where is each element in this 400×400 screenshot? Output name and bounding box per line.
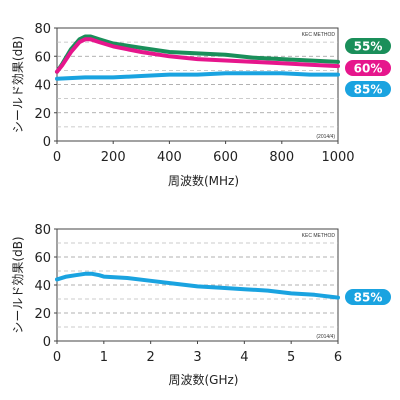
legend-badge-85pct bbox=[345, 289, 391, 305]
x-tick-label: 600 bbox=[213, 150, 238, 165]
y-tick-label: 80 bbox=[34, 223, 51, 238]
y-tick-label: 80 bbox=[34, 22, 51, 37]
y-tick-label: 20 bbox=[34, 307, 51, 322]
y-axis-label: シールド効果(dB) bbox=[10, 36, 25, 133]
y-axis-label: シールド効果(dB) bbox=[10, 236, 25, 333]
legend-badge-label: 60% bbox=[354, 62, 383, 76]
legend-badge-60pct bbox=[345, 60, 391, 76]
series-line-85pct bbox=[55, 271, 340, 300]
x-axis-label: 周波数(GHz) bbox=[169, 372, 239, 387]
y-tick-label: 20 bbox=[34, 107, 51, 122]
y-tick-label: 0 bbox=[43, 135, 51, 150]
x-tick-label: 1 bbox=[100, 350, 108, 365]
series-line-60pct bbox=[55, 37, 340, 74]
date-label: (2014/4) bbox=[316, 134, 335, 140]
y-tick-label: 40 bbox=[34, 279, 51, 294]
x-tick-label: 4 bbox=[240, 350, 248, 365]
x-tick-label: 5 bbox=[287, 350, 295, 365]
legend-badge-label: 55% bbox=[354, 40, 383, 54]
x-tick-label: 2 bbox=[147, 350, 155, 365]
x-tick-label: 400 bbox=[157, 150, 182, 165]
legend-badge-55pct bbox=[345, 38, 391, 54]
legend-badge-85pct bbox=[345, 81, 391, 97]
y-tick-label: 60 bbox=[34, 50, 51, 65]
chart-2: 0 20 40 60 80 0 1 2 3 4 5 6 周波数(GHz) シールド効果(dB) KEC ME… bbox=[10, 223, 391, 387]
x-tick-label: 200 bbox=[101, 150, 126, 165]
x-axis-label: 周波数(MHz) bbox=[168, 173, 239, 188]
x-tick-label: 3 bbox=[193, 350, 201, 365]
x-tick-label: 800 bbox=[269, 150, 294, 165]
x-tick-label: 0 bbox=[53, 350, 61, 365]
date-label: (2014/4) bbox=[316, 334, 335, 340]
y-tick-label: 0 bbox=[43, 335, 51, 350]
method-label: KEC METHOD bbox=[302, 32, 336, 38]
x-tick-label: 6 bbox=[334, 350, 342, 365]
x-tick-label: 0 bbox=[53, 150, 61, 165]
legend-badge-label: 85% bbox=[354, 291, 383, 305]
series-line-85pct bbox=[55, 71, 340, 81]
x-tick-label: 1000 bbox=[321, 150, 354, 165]
method-label: KEC METHOD bbox=[302, 233, 336, 239]
y-tick-label: 40 bbox=[34, 79, 51, 94]
legend-badge-label: 85% bbox=[354, 83, 383, 97]
y-tick-label: 60 bbox=[34, 251, 51, 266]
